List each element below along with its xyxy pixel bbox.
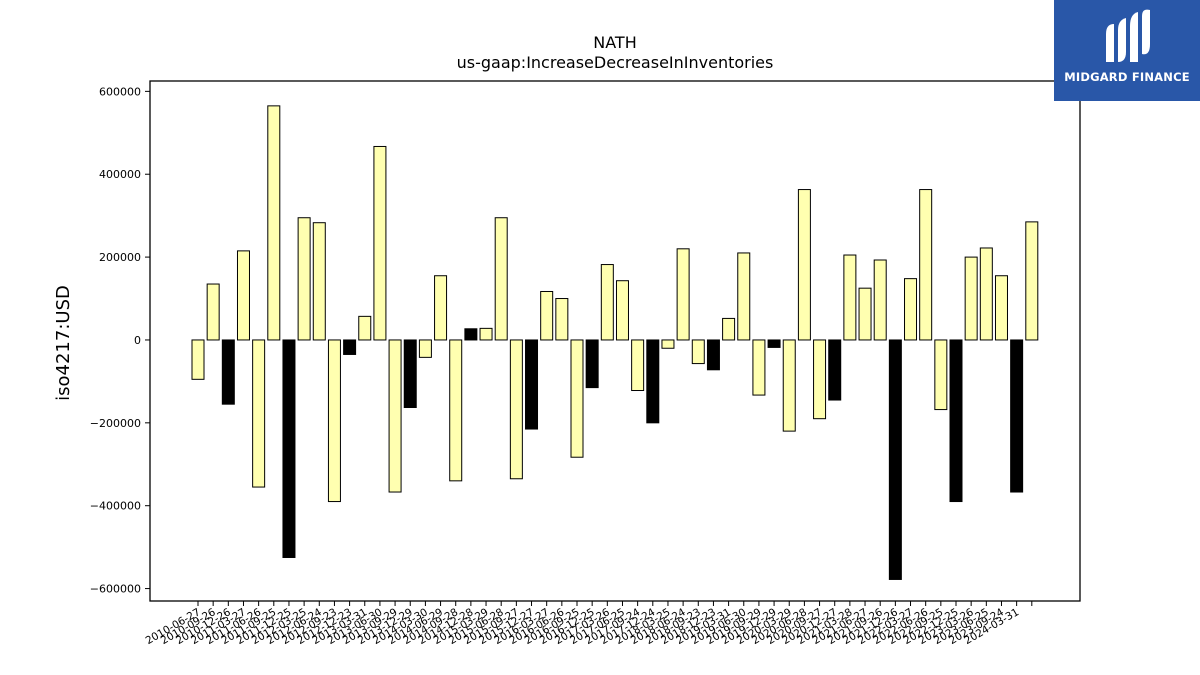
bar-37 [752, 339, 766, 396]
y-tick-label-3: 0 [134, 334, 141, 347]
bar-51 [964, 256, 978, 341]
bar-11 [358, 315, 372, 341]
bar-34 [706, 339, 720, 371]
bar-33 [691, 339, 705, 365]
y-ticks-group: −600000 −400000 −200000 0 200000 400000 600000 [90, 85, 150, 596]
bar-54 [1010, 339, 1024, 493]
chart-title: NATH [593, 33, 636, 52]
y-tick-label-1: −400000 [90, 500, 141, 513]
bar-21 [509, 339, 523, 480]
bar-55 [1025, 221, 1039, 341]
bar-48 [919, 189, 933, 341]
bar-20 [494, 217, 508, 341]
y-tick-label-0: −600000 [90, 583, 141, 596]
bar-19 [479, 327, 493, 341]
logo-mark-icon [1106, 9, 1150, 62]
bar-49 [934, 339, 948, 411]
bar-28 [615, 280, 629, 341]
bar-44 [858, 287, 872, 341]
bar-29 [631, 339, 645, 392]
y-tick-label-5: 400000 [99, 168, 141, 181]
bar-4 [252, 339, 266, 488]
bar-3 [236, 250, 250, 341]
bar-16 [434, 275, 448, 341]
bar-15 [418, 339, 432, 358]
bar-32 [676, 248, 690, 341]
y-tick-label-4: 200000 [99, 251, 141, 264]
bar-43 [843, 254, 857, 341]
brand-logo: MIDGARD FINANCE [1054, 0, 1200, 101]
bar-35 [722, 317, 736, 341]
bar-38 [767, 339, 781, 348]
bar-42 [828, 339, 842, 401]
bar-10 [343, 339, 357, 355]
logo-text: MIDGARD FINANCE [1064, 70, 1190, 84]
bar-9 [327, 339, 341, 503]
y-tick-label-6: 600000 [99, 85, 141, 98]
bar-52 [979, 247, 993, 341]
bar-22 [525, 339, 539, 430]
bar-26 [585, 339, 599, 389]
bar-40 [797, 189, 811, 341]
bar-24 [555, 298, 569, 341]
bar-27 [600, 264, 614, 341]
bar-12 [373, 145, 387, 341]
bar-6 [282, 339, 296, 558]
x-ticks-group: 2010-06-272010-09-262010-12-262011-03-27… [144, 601, 1033, 647]
chart-subtitle: us-gaap:IncreaseDecreaseInInventories [457, 53, 774, 72]
bar-50 [949, 339, 963, 503]
bar-14 [403, 339, 417, 408]
plot-frame [149, 80, 1081, 602]
bar-31 [661, 339, 675, 349]
bar-17 [449, 339, 463, 482]
bar-41 [813, 339, 827, 420]
bar-13 [388, 339, 402, 493]
bar-25 [570, 339, 584, 458]
bar-5 [267, 105, 281, 341]
bar-36 [737, 252, 751, 341]
bar-46 [888, 339, 902, 580]
bar-2 [221, 339, 235, 405]
bar-39 [782, 339, 796, 432]
bar-1 [206, 283, 220, 341]
bar-47 [904, 278, 918, 341]
bar-7 [297, 217, 311, 341]
bar-45 [873, 259, 887, 341]
bar-30 [646, 339, 660, 424]
bar-8 [312, 222, 326, 341]
bar-0 [191, 339, 205, 380]
bar-18 [464, 328, 478, 341]
y-axis-label: iso4217:USD [53, 285, 74, 401]
bars-group [191, 105, 1039, 580]
y-tick-label-2: −200000 [90, 417, 141, 430]
bar-53 [994, 275, 1008, 341]
bar-23 [540, 290, 554, 341]
